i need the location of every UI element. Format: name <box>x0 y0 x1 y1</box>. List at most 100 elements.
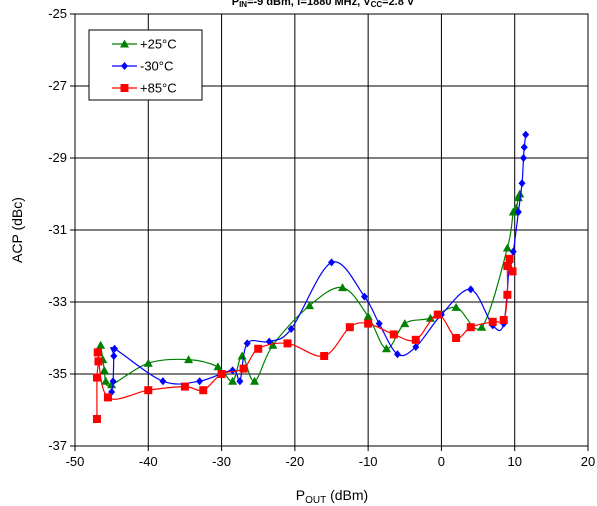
legend-item-square: +85°C <box>112 81 177 96</box>
title-v-subscript: CC <box>371 0 383 9</box>
title-p-subscript: IN <box>239 0 247 9</box>
data-point-square <box>466 323 475 332</box>
data-point-diamond <box>229 366 237 375</box>
data-point-square <box>217 370 226 378</box>
data-point-diamond <box>393 350 401 359</box>
data-point-square <box>503 262 512 270</box>
data-point-diamond <box>111 344 119 353</box>
title-p-symbol: P <box>232 0 239 8</box>
data-point-triangle <box>337 283 347 292</box>
x-axis-title-main: P <box>296 487 305 503</box>
data-point-triangle <box>250 376 260 385</box>
data-point-triangle <box>99 365 109 374</box>
x-tick-label: 0 <box>438 454 445 469</box>
data-point-triangle <box>96 340 106 349</box>
data-point-square <box>499 316 508 324</box>
title-voltage: =2.8 V <box>382 0 415 8</box>
data-point-square <box>199 386 208 395</box>
data-point-square <box>508 267 517 276</box>
data-point-square <box>283 339 292 348</box>
y-tick-label: -31 <box>48 222 67 237</box>
data-point-square <box>239 364 248 373</box>
data-point-square <box>503 290 512 299</box>
data-point-diamond <box>236 377 244 386</box>
y-tick-label: -29 <box>48 150 67 165</box>
data-point-square <box>488 317 497 326</box>
series-line-square <box>96 258 514 420</box>
data-point-square <box>411 335 420 344</box>
data-point-diamond <box>287 325 295 333</box>
legend-item-triangle: +25°C <box>112 37 177 52</box>
legend-label-diamond: -30°C <box>140 59 173 74</box>
data-point-square <box>92 373 101 382</box>
x-tick-label: 20 <box>581 454 595 469</box>
y-tick-label: -27 <box>48 78 67 93</box>
data-point-diamond <box>520 143 528 152</box>
data-point-square <box>345 323 354 332</box>
series-square <box>92 254 517 423</box>
data-point-square <box>94 357 103 366</box>
data-point-triangle <box>237 351 247 360</box>
data-point-triangle <box>425 313 435 322</box>
data-point-triangle <box>305 301 315 310</box>
legend-label-triangle: +25°C <box>140 37 177 52</box>
series-line-diamond <box>110 134 527 393</box>
x-tick-label: -30 <box>212 454 231 469</box>
y-tick-label: -35 <box>48 366 67 381</box>
data-point-triangle <box>184 355 194 364</box>
legend-marker-square <box>120 84 129 92</box>
data-point-triangle <box>515 189 525 198</box>
x-tick-label: 10 <box>507 454 521 469</box>
data-point-diamond <box>159 377 167 386</box>
data-point-square <box>103 393 112 402</box>
legend-label-square: +85°C <box>140 81 177 96</box>
x-tick-label: -50 <box>66 454 85 469</box>
data-point-diamond <box>514 208 522 216</box>
data-point-triangle <box>451 302 461 311</box>
legend: +25°C -30°C +85°C <box>88 29 203 101</box>
data-point-diamond <box>110 352 118 360</box>
data-series <box>92 130 530 423</box>
data-point-diamond <box>518 179 526 188</box>
axis-ticks: -50 -40 -30 -20 -10 0 10 20 -25 -27 -29 -31 -33 -35 -3… <box>48 6 595 469</box>
data-point-diamond <box>375 319 383 328</box>
x-tick-label: -40 <box>139 454 158 469</box>
y-tick-label: -33 <box>48 294 67 309</box>
data-point-diamond <box>412 343 420 351</box>
chart-title: PIN=-9 dBm, f=1880 MHz, VCC=2.8 V <box>232 0 415 9</box>
data-point-triangle <box>213 362 223 371</box>
data-point-triangle <box>143 358 153 367</box>
data-point-triangle <box>268 340 278 349</box>
data-point-square <box>452 334 461 342</box>
data-point-diamond <box>522 130 530 139</box>
legend-marker-triangle <box>120 39 129 48</box>
data-point-diamond <box>196 377 204 386</box>
data-point-diamond <box>360 292 368 301</box>
data-point-square <box>180 382 189 391</box>
y-axis-title: ACP (dBc) <box>9 197 25 263</box>
data-point-square <box>320 352 329 360</box>
x-axis-title: POUT (dBm) <box>296 487 368 506</box>
data-point-square <box>93 348 102 357</box>
data-point-square <box>92 415 101 423</box>
title-conditions: =-9 dBm, f=1880 MHz, V <box>247 0 371 8</box>
data-point-diamond <box>328 258 335 267</box>
data-point-square <box>389 330 398 339</box>
data-point-triangle <box>107 380 117 389</box>
data-point-square <box>254 344 263 353</box>
series-triangle <box>96 189 525 389</box>
data-point-triangle <box>381 344 391 353</box>
series-line-triangle <box>100 193 521 387</box>
legend-item-diamond: -30°C <box>112 59 173 74</box>
x-axis-title-unit: (dBm) <box>326 487 368 503</box>
x-axis-title-sub: OUT <box>305 495 326 506</box>
data-point-square <box>144 386 153 395</box>
data-point-diamond <box>109 377 117 386</box>
data-point-square <box>433 310 442 319</box>
legend-marker-diamond <box>121 62 128 70</box>
data-point-triangle <box>400 319 410 328</box>
data-point-triangle <box>502 243 512 252</box>
data-point-square <box>364 319 373 328</box>
data-point-triangle <box>477 322 487 331</box>
